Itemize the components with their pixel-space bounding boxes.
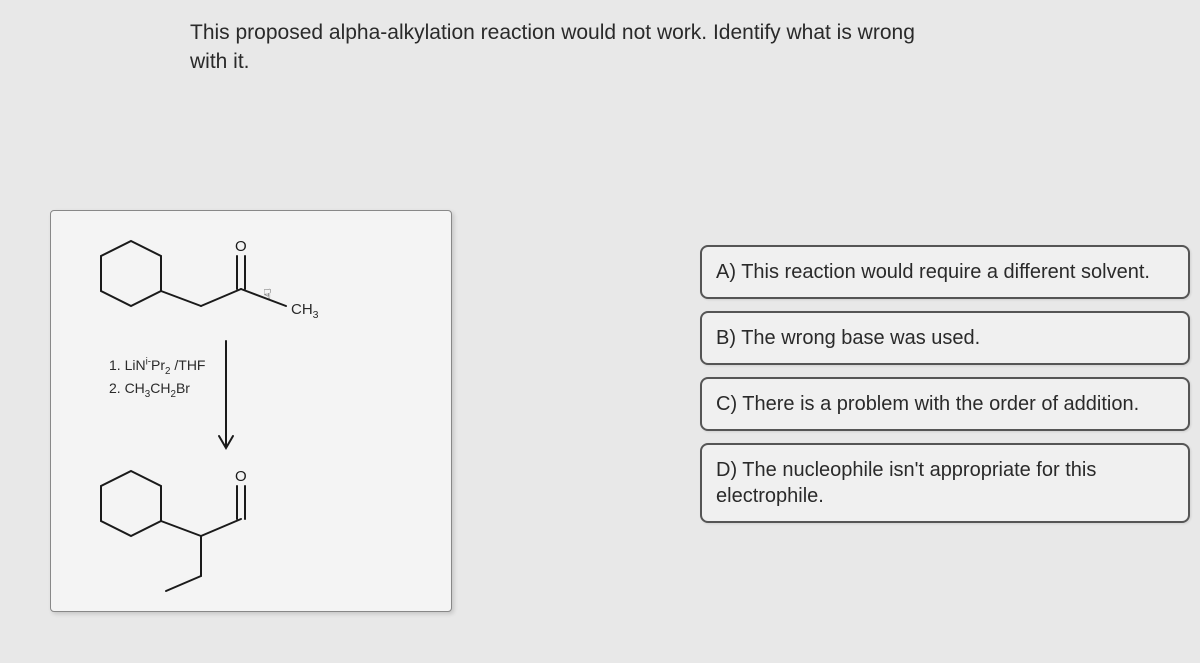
answer-option-d[interactable]: D) The nucleophile isn't appropriate for… bbox=[700, 443, 1190, 523]
bond bbox=[201, 519, 241, 536]
reaction-diagram-svg: O O ☟ bbox=[51, 211, 451, 611]
ch3-label: CH3 bbox=[291, 301, 319, 321]
answer-options-list: A) This reaction would require a differe… bbox=[700, 245, 1190, 523]
question-line1: This proposed alpha-alkylation reaction … bbox=[190, 21, 915, 44]
reagent-line-1: 1. LiNi-Pr2 /THF bbox=[109, 356, 205, 379]
answer-option-b[interactable]: B) The wrong base was used. bbox=[700, 311, 1190, 365]
question-line2: with it. bbox=[190, 50, 250, 73]
bond bbox=[166, 576, 201, 591]
reagent-conditions: 1. LiNi-Pr2 /THF 2. CH3CH2Br bbox=[109, 356, 205, 401]
bond bbox=[201, 289, 241, 306]
answer-option-c[interactable]: C) There is a problem with the order of … bbox=[700, 377, 1190, 431]
reaction-diagram-panel: O O ☟ CH3 1. LiNi-Pr2 /THF 2. CH3CH2Br bbox=[50, 210, 452, 612]
cyclohexane-top-icon bbox=[101, 241, 161, 306]
answer-option-a[interactable]: A) This reaction would require a differe… bbox=[700, 245, 1190, 299]
oxygen-label-top: O bbox=[235, 238, 247, 255]
bond bbox=[161, 291, 201, 306]
cursor-hand-icon: ☟ bbox=[263, 286, 272, 302]
reagent-line-2: 2. CH3CH2Br bbox=[109, 379, 205, 402]
cyclohexane-bottom-icon bbox=[101, 471, 161, 536]
oxygen-label-bottom: O bbox=[235, 468, 247, 485]
question-prompt: This proposed alpha-alkylation reaction … bbox=[190, 18, 950, 77]
bond bbox=[161, 521, 201, 536]
